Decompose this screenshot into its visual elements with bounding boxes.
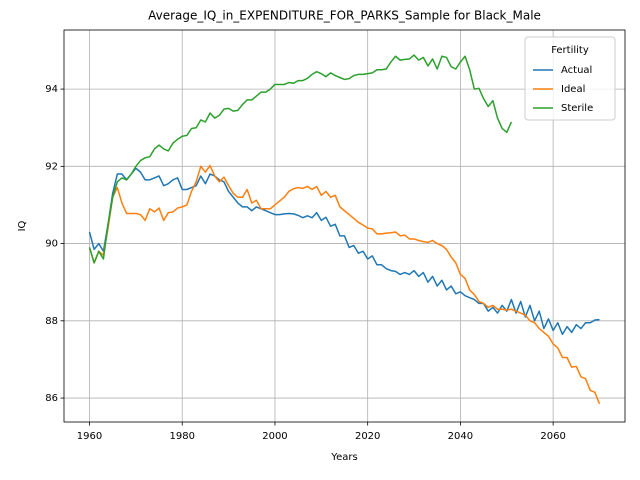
x-tick-label: 2020 [355, 431, 380, 442]
y-tick-label: 88 [45, 316, 58, 327]
y-tick-label: 94 [45, 84, 58, 95]
grid: 1960 1980 2000 2020 2040 2060 86 88 90 92 94 [45, 30, 625, 442]
series-line [88, 54, 513, 264]
y-axis-label: IQ [17, 220, 28, 231]
x-tick-label: 2060 [540, 431, 565, 442]
y-tick-label: 86 [45, 393, 58, 404]
legend-label: Actual [561, 65, 592, 76]
x-tick-label: 1960 [77, 431, 102, 442]
y-tick-label: 92 [45, 161, 58, 172]
x-tick-label: 2000 [262, 431, 287, 442]
plot-frame [63, 29, 626, 423]
legend-label: Ideal [561, 84, 585, 95]
legend-label: Sterile [561, 103, 593, 114]
series-line [88, 164, 601, 405]
legend-title: Fertility [551, 45, 589, 56]
chart-title: Average_IQ_in_EXPENDITURE_FOR_PARKS_Samp… [148, 9, 541, 23]
x-tick-label: 1980 [170, 431, 195, 442]
x-tick-label: 2040 [448, 431, 473, 442]
y-tick-label: 90 [45, 239, 58, 250]
x-axis-label: Years [330, 452, 357, 463]
legend: Fertility Actual Ideal Sterile [524, 36, 616, 121]
plot-lines [88, 54, 601, 405]
series-line [88, 167, 600, 336]
legend-box [524, 36, 616, 121]
